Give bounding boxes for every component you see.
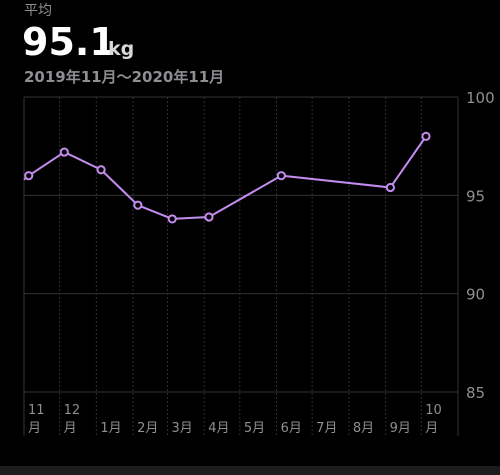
y-tick-label: 85 (466, 384, 485, 402)
x-tick-label: 3月 (171, 421, 192, 436)
x-tick-label: 2月 (137, 421, 158, 436)
y-tick-label: 90 (466, 286, 485, 304)
x-tick-label: 月 (425, 421, 438, 436)
x-tick-label: 5月 (244, 421, 265, 436)
data-point-8[interactable] (421, 131, 431, 141)
data-point-3[interactable] (133, 200, 143, 210)
date-range: 2019年11月〜2020年11月 (24, 68, 225, 86)
series-layer (23, 131, 431, 224)
x-tick-label: 8月 (353, 421, 374, 436)
x-tick-label: 月 (28, 421, 41, 436)
x-tick-label: 月 (64, 421, 77, 436)
data-point-4[interactable] (167, 214, 177, 224)
x-tick-label: 4月 (208, 421, 229, 436)
series-line (23, 135, 427, 220)
bottom-bar (0, 466, 500, 475)
x-tick-label-num: 11 (28, 403, 45, 418)
x-tick-label: 1月 (100, 421, 121, 436)
x-tick-label-num: 10 (425, 403, 442, 418)
y-tick-label: 100 (466, 89, 495, 107)
data-point-1[interactable] (59, 147, 69, 157)
x-axis: 11 月 12 月 1月 2月 3月 4月 5月 6月 7月 8月 9月 10 月 (28, 403, 442, 436)
data-point-5[interactable] (204, 212, 214, 222)
average-value: 95.1 (22, 20, 116, 64)
x-tick-label: 7月 (316, 421, 337, 436)
data-point-7[interactable] (385, 182, 396, 193)
header-label: 平均 (24, 3, 52, 19)
x-tick-label-num: 12 (64, 403, 81, 418)
data-point-6[interactable] (276, 171, 286, 181)
y-tick-label: 95 (466, 187, 485, 205)
data-point-0[interactable] (24, 171, 34, 181)
grid-layer (23, 96, 459, 436)
x-tick-label: 6月 (281, 421, 302, 436)
x-tick-label: 9月 (390, 421, 411, 436)
average-unit: kg (108, 38, 135, 60)
y-axis: 100 95 90 85 (466, 89, 495, 402)
data-point-2[interactable] (96, 165, 106, 175)
